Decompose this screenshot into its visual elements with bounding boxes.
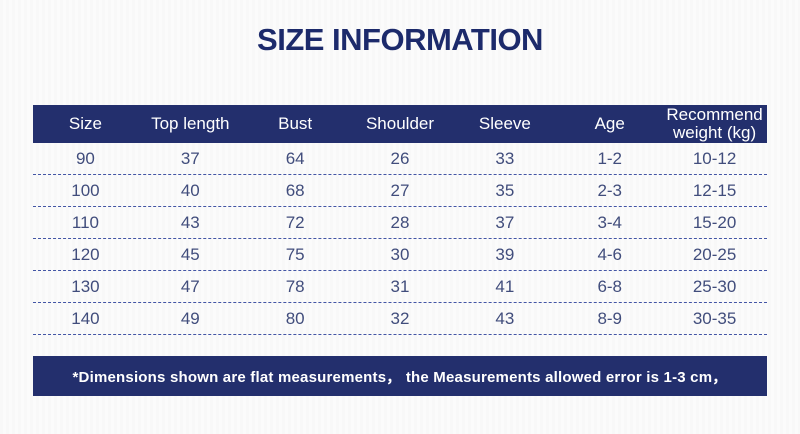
table-cell: 37 (180, 148, 200, 168)
table-cell: 39 (495, 244, 515, 264)
table-row: 140 49 80 32 43 8-9 30-35 (33, 303, 767, 335)
page-title: SIZE INFORMATION (257, 22, 543, 57)
column-header: Shoulder (365, 114, 435, 134)
table-cell: 28 (390, 212, 410, 232)
table-cell: 27 (390, 180, 410, 200)
table-cell: 8-9 (597, 308, 623, 328)
table-cell: 30-35 (692, 308, 737, 328)
size-table-body: 90 37 64 26 33 1-2 10-12 100 40 68 27 35 2-3 12-15 110… (33, 143, 767, 335)
table-row: 90 37 64 26 33 1-2 10-12 (33, 143, 767, 175)
table-cell: 75 (285, 244, 305, 264)
table-cell: 80 (285, 308, 305, 328)
table-cell: 68 (285, 180, 305, 200)
table-cell: 120 (71, 244, 100, 264)
table-cell: 25-30 (692, 276, 737, 296)
table-cell: 78 (285, 276, 305, 296)
table-cell: 100 (71, 180, 100, 200)
table-cell: 6-8 (597, 276, 623, 296)
table-cell: 37 (495, 212, 515, 232)
table-cell: 72 (285, 212, 305, 232)
table-cell: 64 (285, 148, 305, 168)
footnote-bar: *Dimensions shown are flat measurements，… (33, 356, 767, 396)
size-table: Size Top length Bust Shoulder Sleeve Age Recom… (33, 105, 767, 335)
footnote-text: *Dimensions shown are flat measurements，… (72, 368, 728, 386)
table-cell: 140 (71, 308, 100, 328)
table-cell: 10-12 (692, 148, 737, 168)
table-cell: 12-15 (692, 180, 737, 200)
table-cell: 35 (495, 180, 515, 200)
column-header: Recommend weight (kg) (666, 105, 763, 142)
table-row: 120 45 75 30 39 4-6 20-25 (33, 239, 767, 271)
table-cell: 130 (71, 276, 100, 296)
table-cell: 47 (180, 276, 200, 296)
table-cell: 1-2 (597, 148, 623, 168)
table-cell: 20-25 (692, 244, 737, 264)
column-header: Bust (278, 114, 313, 134)
table-row: 130 47 78 31 41 6-8 25-30 (33, 271, 767, 303)
table-cell: 49 (180, 308, 200, 328)
table-cell: 43 (495, 308, 515, 328)
table-cell: 45 (180, 244, 200, 264)
table-cell: 15-20 (692, 212, 737, 232)
table-cell: 26 (390, 148, 410, 168)
table-cell: 43 (180, 212, 200, 232)
table-cell: 40 (180, 180, 200, 200)
column-header: Size (68, 114, 102, 134)
table-row: 110 43 72 28 37 3-4 15-20 (33, 207, 767, 239)
table-cell: 41 (495, 276, 515, 296)
table-cell: 32 (390, 308, 410, 328)
column-header: Age (594, 114, 625, 134)
table-cell: 110 (71, 212, 99, 232)
table-cell: 33 (495, 148, 515, 168)
table-cell: 2-3 (597, 180, 623, 200)
table-cell: 30 (390, 244, 410, 264)
column-header: Top length (151, 114, 230, 134)
column-header: Sleeve (478, 114, 531, 134)
table-cell: 31 (390, 276, 410, 296)
size-table-header: Size Top length Bust Shoulder Sleeve Age Recom… (33, 105, 767, 143)
table-cell: 3-4 (597, 212, 623, 232)
table-cell: 90 (75, 148, 95, 168)
table-cell: 4-6 (597, 244, 623, 264)
table-row: 100 40 68 27 35 2-3 12-15 (33, 175, 767, 207)
